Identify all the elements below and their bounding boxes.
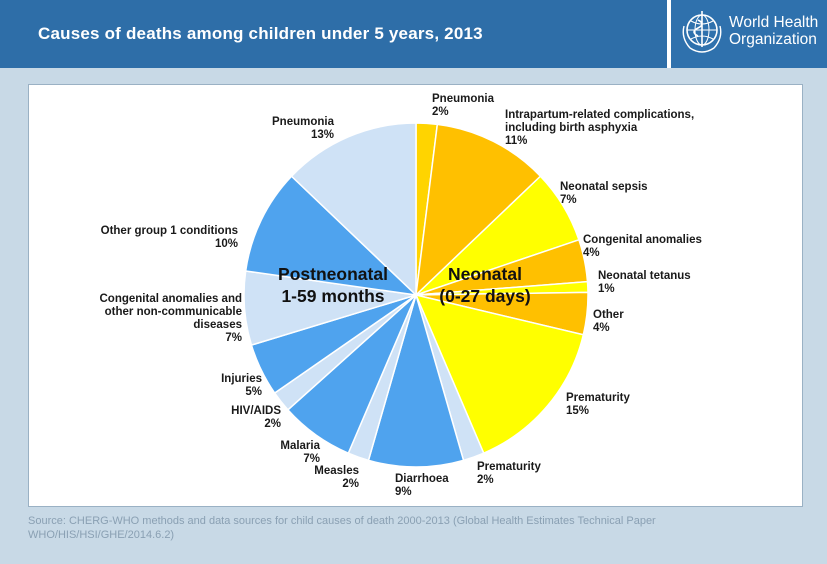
who-logo: World Health Organization bbox=[667, 0, 827, 68]
slice-label: Injuries 5% bbox=[221, 373, 262, 398]
source-line2: WHO/HIS/HSI/GHE/2014.6.2) bbox=[28, 529, 175, 541]
pie-slice bbox=[290, 122, 417, 297]
group-labels: Neonatal (0-27 days) Postneonatal 1-59 mont… bbox=[278, 264, 531, 306]
pie-chart: Pneumonia 2% Intrapartum-related complicat… bbox=[100, 93, 702, 498]
source-line1: Source: CHERG-WHO methods and data sourc… bbox=[28, 515, 656, 527]
slice-label: Diarrhoea 9% bbox=[395, 473, 449, 498]
slice-label: Neonatal tetanus 1% bbox=[598, 270, 691, 295]
slice-label: Neonatal sepsis 7% bbox=[560, 181, 648, 206]
chart-panel: Pneumonia 2% Intrapartum-related complicat… bbox=[28, 84, 803, 507]
neonatal-group-label: Neonatal (0-27 days) bbox=[439, 264, 530, 306]
slice-label: Congenital anomalies and other non-commun… bbox=[100, 293, 243, 344]
slice-label: Intrapartum-related complications, includ… bbox=[505, 109, 694, 147]
logo-text-line1: World Health bbox=[729, 14, 819, 31]
postneonatal-group-label: Postneonatal 1-59 months bbox=[278, 264, 388, 306]
pie-slices bbox=[243, 122, 589, 468]
pie-slice bbox=[244, 175, 419, 297]
logo-text-line2: Organization bbox=[729, 31, 817, 48]
slice-label: Pneumonia 13% bbox=[272, 116, 335, 141]
page-title: Causes of deaths among children under 5 … bbox=[38, 24, 483, 43]
source-note: Source: CHERG-WHO methods and data sourc… bbox=[28, 514, 798, 542]
slice-label: Other group 1 conditions 10% bbox=[101, 225, 238, 250]
slice-labels: Pneumonia 2% Intrapartum-related complicat… bbox=[100, 93, 702, 498]
slice-label: Other 4% bbox=[593, 309, 624, 334]
pie-slice bbox=[414, 123, 542, 297]
header-bar: Causes of deaths among children under 5 … bbox=[0, 0, 827, 68]
pie-slice bbox=[367, 292, 465, 468]
slice-label: Prematurity 15% bbox=[566, 392, 631, 417]
slice-label: Congenital anomalies 4% bbox=[583, 234, 702, 259]
who-emblem-icon bbox=[682, 11, 722, 53]
slice-label: Measles 2% bbox=[314, 465, 359, 490]
slice-label: HIV/AIDS 2% bbox=[231, 405, 281, 430]
slice-label: Prematurity 2% bbox=[477, 461, 542, 486]
pie-slice bbox=[414, 293, 585, 455]
slice-label: Malaria 7% bbox=[280, 440, 320, 465]
slice-label: Pneumonia 2% bbox=[432, 93, 495, 118]
